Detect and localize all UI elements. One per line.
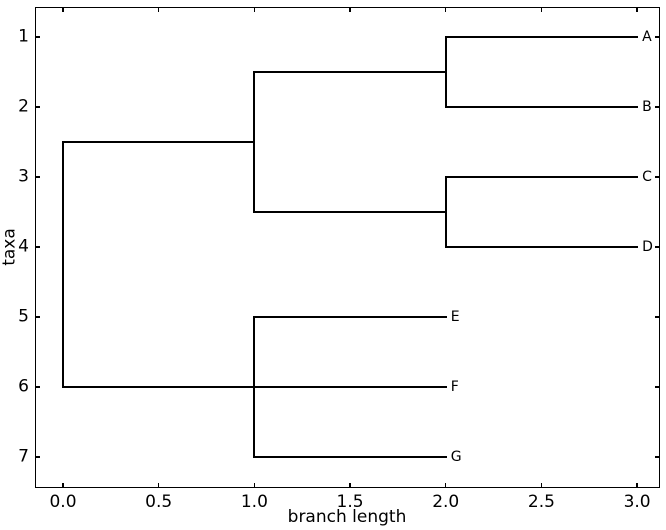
x-tick-label: 2.5 xyxy=(527,492,555,512)
branch-G xyxy=(254,455,447,458)
y-tick-mark-right xyxy=(654,386,660,388)
y-tick-label: 3 xyxy=(18,166,29,187)
y-tick-label: 1 xyxy=(18,26,29,47)
x-tick-mark-top xyxy=(349,7,351,12)
y-tick-mark-right xyxy=(654,176,660,178)
branch-E xyxy=(254,316,447,318)
branch-A xyxy=(445,36,639,39)
x-tick-mark xyxy=(62,483,64,488)
leaf-label-E: E xyxy=(450,309,460,325)
x-tick-mark-top xyxy=(636,7,638,12)
branch-F xyxy=(254,385,447,388)
y-tick-mark xyxy=(34,386,40,388)
leaf-label-A: A xyxy=(642,29,652,46)
x-tick-mark-top xyxy=(157,7,160,12)
y-tick-label: 7 xyxy=(18,446,29,467)
x-tick-mark-top xyxy=(62,7,64,12)
y-tick-mark xyxy=(34,246,40,248)
x-tick-mark-top xyxy=(253,7,256,12)
x-tick-mark xyxy=(540,483,543,488)
leaf-label-C: C xyxy=(642,169,652,186)
x-tick-mark xyxy=(157,483,160,488)
y-tick-label: 4 xyxy=(18,236,29,257)
y-tick-mark xyxy=(34,456,40,458)
y-tick-mark xyxy=(34,36,40,38)
plot-area: A B C D E F G xyxy=(34,7,660,488)
y-tick-mark xyxy=(34,176,40,178)
root-join xyxy=(62,141,64,388)
y-tick-mark-right xyxy=(654,36,660,38)
y-tick-mark-right xyxy=(654,316,660,318)
branch-B xyxy=(445,106,639,109)
x-tick-label: 1.0 xyxy=(240,492,268,512)
x-tick-label: 3.0 xyxy=(623,492,651,512)
y-tick-label: 6 xyxy=(18,376,29,397)
x-tick-mark xyxy=(253,483,256,488)
branch-clade-ABCD xyxy=(63,141,256,144)
branch-C xyxy=(445,176,639,179)
y-tick-mark-right xyxy=(654,246,660,248)
branch-D xyxy=(445,246,639,248)
x-tick-mark-top xyxy=(540,7,543,12)
branch-clade-CD xyxy=(254,211,447,213)
branch-clade-AB xyxy=(254,71,447,74)
x-tick-label: 0.5 xyxy=(145,492,173,512)
x-tick-label: 0.0 xyxy=(49,492,77,512)
x-tick-mark xyxy=(444,483,447,488)
y-tick-label: 5 xyxy=(18,306,29,327)
y-tick-mark-right xyxy=(654,106,660,108)
leaf-label-D: D xyxy=(642,239,653,255)
leaf-label-F: F xyxy=(450,378,459,395)
x-tick-mark xyxy=(349,483,351,488)
y-tick-mark-right xyxy=(654,456,660,458)
x-tick-mark-top xyxy=(444,7,447,12)
y-tick-label: 2 xyxy=(18,96,29,117)
branch-clade-EFG xyxy=(63,385,256,388)
x-tick-label: 2.0 xyxy=(432,492,460,512)
x-tick-label: 1.5 xyxy=(336,492,364,512)
x-tick-mark xyxy=(636,483,638,488)
x-axis-label: branch length xyxy=(287,507,407,527)
leaf-label-G: G xyxy=(450,448,462,465)
leaf-label-B: B xyxy=(642,99,652,116)
y-tick-mark xyxy=(34,106,40,108)
y-tick-mark xyxy=(34,316,40,318)
